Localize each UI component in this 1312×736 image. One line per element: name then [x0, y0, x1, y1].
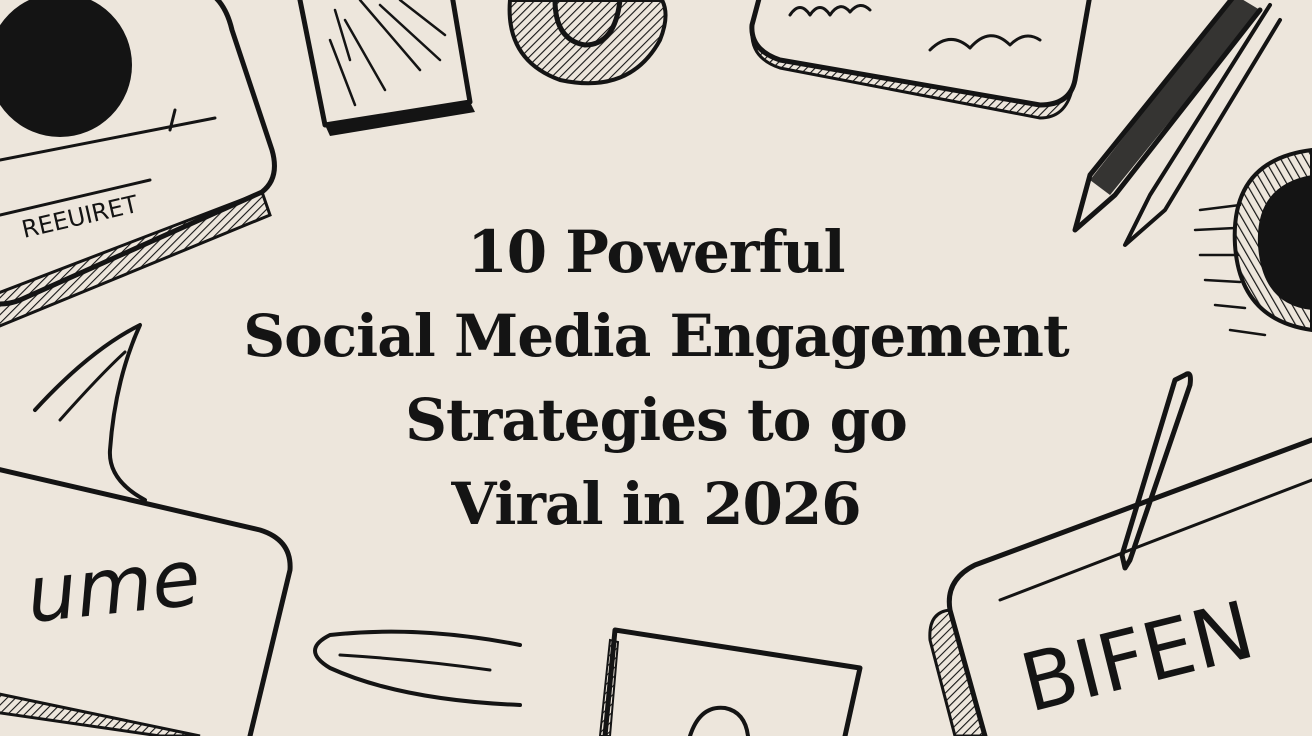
pen-doodle-top-right: [1072, 0, 1282, 247]
page-title: 10 Powerful Social Media Engagement Stra…: [0, 210, 1312, 546]
card-doodle-top: [749, 0, 1092, 120]
notepad-doodle-top: [297, 0, 475, 136]
cup-doodle-right: [1193, 147, 1312, 337]
frame-doodle-bottom: [598, 627, 863, 736]
title-line-2: Social Media Engagement: [243, 302, 1069, 370]
doodle-label-bottom-right: BIFEN: [1012, 583, 1262, 730]
pen-doodle-bottom-right: [1119, 371, 1193, 571]
ring-doodle-top: [507, 0, 668, 86]
speech-bubble-doodle-left: [33, 323, 147, 502]
doodle-label-bottom-left: ume: [23, 533, 205, 641]
title-line-3: Strategies to go: [405, 386, 908, 454]
title-line-4: Viral in 2026: [451, 470, 861, 538]
swoosh-doodle-bottom: [313, 629, 522, 707]
title-line-1: 10 Powerful: [467, 218, 845, 286]
card-doodle-bottom-left: ume: [0, 467, 293, 736]
